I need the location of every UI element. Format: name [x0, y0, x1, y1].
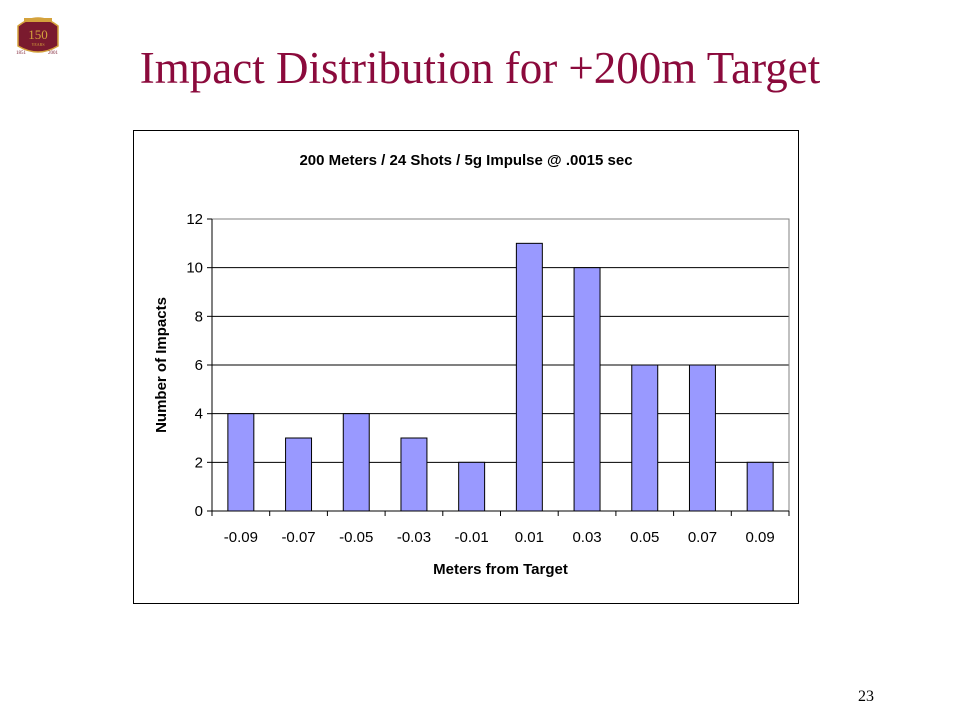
page-number: 23: [858, 688, 874, 705]
chart-title: 200 Meters / 24 Shots / 5g Impulse @ .00…: [299, 152, 632, 169]
x-tick-label: -0.01: [455, 529, 489, 546]
logo-left-year: 1851: [16, 51, 27, 56]
y-tick-label: 12: [186, 211, 203, 228]
university-150-years-logo: 150 YEARS 1851 2001: [16, 17, 59, 56]
x-tick-label: 0.07: [688, 529, 717, 546]
bar: [400, 437, 428, 512]
x-axis-label: Meters from Target: [433, 561, 568, 578]
bar: [458, 461, 486, 512]
chart-frame: 200 Meters / 24 Shots / 5g Impulse @ .00…: [133, 130, 799, 604]
bar: [227, 413, 255, 512]
x-tick-labels: -0.09 -0.07 -0.05 -0.03 -0.01 0.01 0.03 0.05 0.0…: [224, 529, 775, 546]
bars: [227, 242, 774, 512]
x-tick-label: 0.03: [572, 529, 601, 546]
logo-150-text: 150: [28, 27, 48, 42]
bar: [573, 267, 601, 512]
y-tick-labels: 0 2 4 6 8 10 12: [186, 211, 203, 520]
bar: [746, 461, 774, 512]
x-tick-label: -0.03: [397, 529, 431, 546]
axes: [207, 218, 790, 516]
bar: [515, 242, 543, 512]
impact-bar-chart: 200 Meters / 24 Shots / 5g Impulse @ .00…: [153, 152, 790, 578]
bar: [285, 437, 313, 512]
y-tick-label: 6: [195, 357, 203, 374]
y-tick-label: 2: [195, 454, 203, 471]
x-tick-label: -0.07: [281, 529, 315, 546]
x-tick-label: -0.05: [339, 529, 373, 546]
y-tick-label: 0: [195, 503, 203, 520]
y-axis-label: Number of Impacts: [153, 297, 170, 433]
logo-years-text: YEARS: [31, 42, 44, 47]
bar: [342, 413, 370, 512]
bar: [631, 364, 659, 512]
y-tick-label: 8: [195, 308, 203, 325]
y-tick-label: 10: [186, 260, 203, 277]
x-tick-label: -0.09: [224, 529, 258, 546]
y-tick-label: 4: [195, 406, 203, 423]
logo-right-year: 2001: [48, 51, 59, 56]
x-tick-label: 0.05: [630, 529, 659, 546]
slide-title: Impact Distribution for +200m Target: [139, 43, 821, 93]
bar: [688, 364, 716, 512]
x-tick-label: 0.09: [746, 529, 775, 546]
x-tick-label: 0.01: [515, 529, 544, 546]
